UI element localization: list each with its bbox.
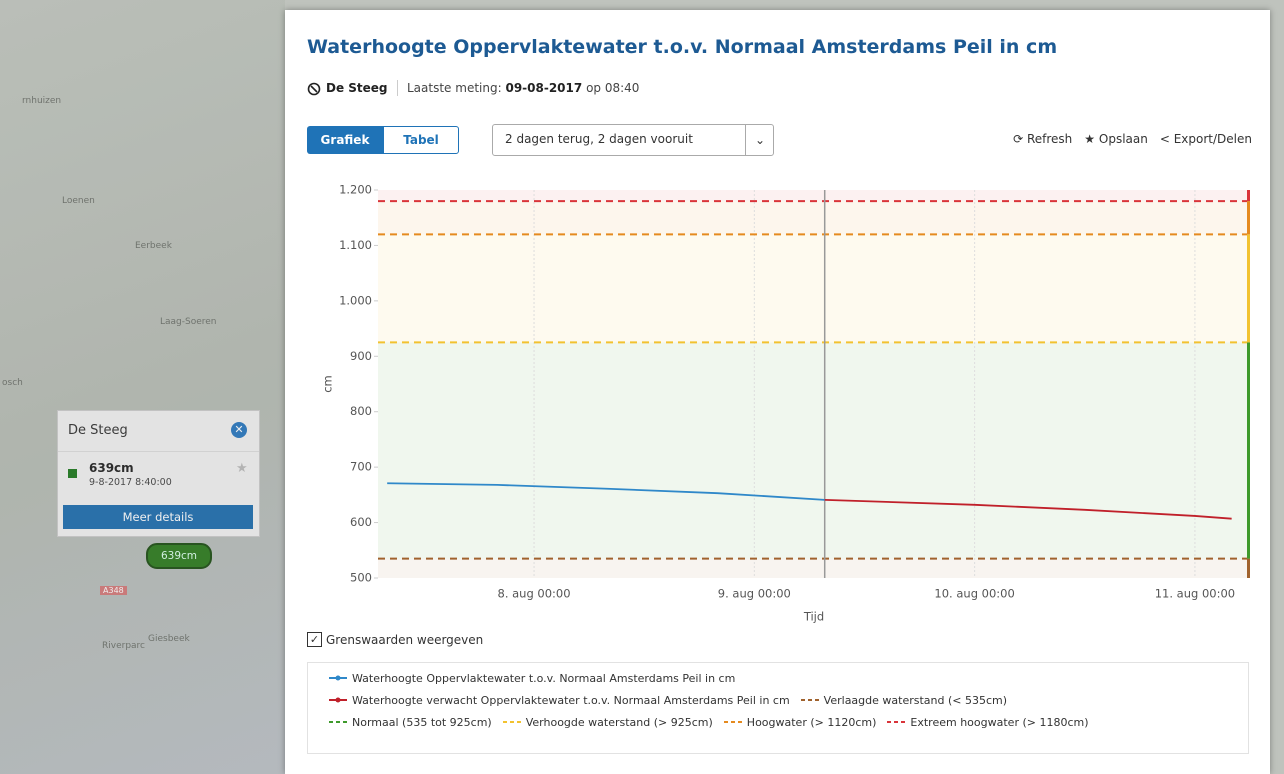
tab[interactable]: Tabel	[383, 126, 459, 154]
range-select[interactable]: 2 dagen terug, 2 dagen vooruit ⌄	[492, 124, 774, 156]
legend-swatch	[329, 721, 347, 723]
select-arrow: ⌄	[745, 125, 774, 155]
refresh-text: Refresh	[1026, 132, 1073, 146]
legend-label: Extreem hoogwater (> 1180cm)	[910, 715, 1089, 729]
map-label: rnhuizen	[22, 96, 62, 106]
zone-bar	[1247, 558, 1250, 578]
legend-swatch	[723, 721, 742, 723]
map-label: Laag-Soeren	[160, 317, 217, 327]
last-measurement: Laatste meting: 09-08-2017 op 08:40	[407, 81, 639, 95]
x-tick-label: 11. aug 00:00	[1155, 587, 1235, 601]
refresh-action[interactable]: ⟳ Refresh	[1013, 132, 1073, 146]
y-tick-label: 600	[350, 515, 372, 529]
y-tick-label: 900	[350, 349, 372, 363]
zone-bar	[1247, 201, 1250, 235]
station-name: De Steeg	[326, 81, 388, 95]
map-label: osch	[2, 378, 23, 388]
y-tick-label: 1.000	[339, 293, 372, 307]
legend-item[interactable]: Hoogwater (> 1120cm)	[723, 715, 877, 729]
popup: De Steeg ✕ 639cm 9-8-2017 8:40:00 ★ Meer…	[57, 410, 260, 537]
range-value: 2 dagen terug, 2 dagen vooruit	[505, 132, 693, 146]
swatch-dot	[335, 675, 341, 681]
last-label: Laatste meting:	[407, 81, 502, 95]
y-axis-label: cm	[321, 375, 335, 393]
tab-active[interactable]: Grafiek	[307, 126, 383, 154]
details-button[interactable]: Meer details	[63, 505, 253, 529]
map-label: Riverparc	[102, 641, 145, 651]
map-label: Eerbeek	[135, 241, 172, 251]
map-label: Loenen	[62, 196, 95, 206]
legend: Waterhoogte Oppervlaktewater t.o.v. Norm…	[307, 662, 1249, 754]
x-tick-label: 10. aug 00:00	[934, 587, 1014, 601]
checkbox-row[interactable]: ✓ Grenswaarden weergeven	[307, 632, 483, 647]
legend-row: Waterhoogte verwacht Oppervlaktewater t.…	[328, 689, 1248, 711]
legend-swatch	[800, 699, 819, 701]
close-button[interactable]: ✕	[231, 422, 247, 438]
x-axis-label: Tijd	[803, 610, 824, 624]
status-square	[68, 469, 77, 478]
zone-band	[378, 190, 1250, 202]
y-tick-label: 1.100	[339, 238, 372, 252]
legend-label: Normaal (535 tot 925cm)	[352, 715, 492, 729]
zone-band	[378, 201, 1250, 235]
checkbox[interactable]: ✓	[307, 632, 322, 647]
popup-divider	[58, 451, 259, 452]
legend-label: Hoogwater (> 1120cm)	[746, 715, 877, 729]
checkbox-label: Grenswaarden weergeven	[326, 632, 484, 647]
map: rnhuizen Loenen Eerbeek Laag-Soeren osch…	[0, 0, 285, 774]
legend-label: Verhoogde waterstand (> 925cm)	[525, 715, 713, 729]
save-action[interactable]: ★ Opslaan	[1084, 132, 1148, 146]
panel: Waterhoogte Oppervlaktewater t.o.v. Norm…	[285, 10, 1270, 774]
zone-bar	[1247, 342, 1250, 559]
x-tick-label: 9. aug 00:00	[718, 587, 791, 601]
legend-item[interactable]: Waterhoogte verwacht Oppervlaktewater t.…	[328, 694, 790, 707]
zone-band	[378, 234, 1250, 343]
zone-bar	[1247, 234, 1250, 343]
legend-swatch	[329, 697, 347, 703]
zone-band	[378, 342, 1250, 559]
legend-item[interactable]: Verhoogde waterstand (> 925cm)	[502, 716, 713, 729]
legend-item[interactable]: Extreem hoogwater (> 1180cm)	[886, 715, 1089, 729]
separator	[397, 80, 398, 96]
legend-swatch	[502, 721, 521, 723]
legend-item[interactable]: Verlaagde waterstand (< 535cm)	[800, 694, 1007, 707]
zone-bar	[1247, 190, 1250, 202]
legend-item[interactable]: Waterhoogte Oppervlaktewater t.o.v. Norm…	[328, 672, 735, 685]
swatch-dot	[335, 697, 341, 703]
y-tick-label: 1.200	[339, 183, 372, 197]
share-text: Export/Delen	[1173, 132, 1252, 146]
series-line	[824, 498, 1232, 520]
map-marker[interactable]: 639cm	[146, 543, 212, 569]
x-tick-label: 8. aug 00:00	[498, 587, 571, 601]
road-label: A348	[100, 586, 127, 595]
popup-value: 639cm	[89, 461, 134, 475]
legend-label: Verlaagde waterstand (< 535cm)	[823, 693, 1008, 707]
y-tick-label: 500	[350, 571, 372, 585]
legend-label: Waterhoogte Oppervlaktewater t.o.v. Norm…	[352, 671, 736, 685]
legend-row: Waterhoogte Oppervlaktewater t.o.v. Norm…	[328, 667, 1248, 689]
station-icon	[307, 82, 321, 96]
legend-item[interactable]: Normaal (535 tot 925cm)	[328, 716, 492, 729]
popup-time: 9-8-2017 8:40:00	[89, 477, 172, 488]
map-dim	[0, 0, 285, 774]
legend-label: Waterhoogte verwacht Oppervlaktewater t.…	[352, 693, 790, 707]
share-action[interactable]: < Export/Delen	[1159, 132, 1252, 146]
zone-band	[378, 558, 1250, 578]
map-label: Giesbeek	[148, 634, 190, 644]
actions: ⟳ Refresh ★ Opslaan < Export/Delen	[1013, 132, 1252, 146]
panel-title: Waterhoogte Oppervlaktewater t.o.v. Norm…	[307, 36, 1058, 58]
chart: cm Tijd 8. aug 00:00 9. aug 00:00 10. aug …	[321, 183, 1250, 624]
legend-swatch	[887, 721, 906, 723]
y-tick-label: 800	[350, 404, 372, 418]
popup-title: De Steeg	[68, 423, 128, 438]
last-date: 09-08-2017	[505, 81, 583, 95]
favorite-star[interactable]: ★	[236, 461, 248, 476]
legend-swatch	[329, 675, 347, 681]
y-tick-label: 700	[350, 460, 372, 474]
legend-row: Normaal (535 tot 925cm) Verhoogde waterst…	[328, 711, 1248, 733]
series-line	[387, 482, 825, 501]
save-text: Opslaan	[1098, 132, 1148, 146]
last-time: op 08:40	[586, 81, 640, 95]
